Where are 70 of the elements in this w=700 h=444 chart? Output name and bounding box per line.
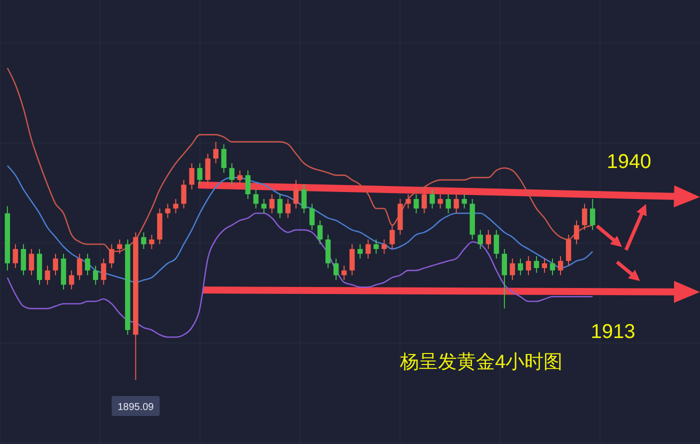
candlestick xyxy=(20,244,26,276)
candlestick xyxy=(414,194,419,214)
candlestick xyxy=(438,194,443,210)
candlestick xyxy=(350,244,355,276)
candlestick xyxy=(277,194,283,219)
candlestick xyxy=(84,253,90,276)
candlestick xyxy=(590,198,596,230)
candlestick xyxy=(325,234,331,269)
candlestick xyxy=(446,194,451,214)
candlestick xyxy=(566,234,572,266)
candlestick xyxy=(76,253,82,280)
candlestick xyxy=(574,220,580,245)
text: 1895.09 xyxy=(118,402,154,413)
candlestick xyxy=(550,258,556,276)
candlestick xyxy=(582,203,588,230)
candlestick xyxy=(526,256,532,276)
candlestick xyxy=(205,153,210,186)
candlestick xyxy=(173,198,178,214)
candlestick xyxy=(245,170,250,200)
candlestick xyxy=(341,265,347,280)
candlestick xyxy=(317,220,323,245)
annotation: 1913 xyxy=(590,321,636,343)
candlestick xyxy=(229,162,234,186)
text: 1940 xyxy=(606,151,652,173)
candlestick xyxy=(12,244,18,269)
candlestick xyxy=(141,232,146,250)
candlestick xyxy=(422,188,427,214)
candlestick xyxy=(101,258,106,286)
candlestick xyxy=(149,234,154,250)
candlestick xyxy=(382,238,387,254)
candlestick xyxy=(261,198,267,214)
candlestick xyxy=(165,203,170,219)
candlestick xyxy=(366,238,371,260)
candlestick xyxy=(406,194,411,210)
candlestick xyxy=(454,194,459,214)
candlestick xyxy=(309,203,315,230)
candlestick xyxy=(92,265,98,286)
candlestick xyxy=(301,184,307,214)
candlestick xyxy=(109,244,114,269)
candlestick xyxy=(293,179,299,210)
candlestick xyxy=(333,258,339,280)
candlestick xyxy=(269,194,275,214)
candlestick xyxy=(253,188,259,210)
candlestick xyxy=(390,224,395,250)
candlestick xyxy=(486,229,491,250)
candlestick xyxy=(510,258,516,280)
candlestick xyxy=(518,258,524,276)
candlestick xyxy=(68,270,74,290)
candlestick xyxy=(430,188,435,210)
candlestick xyxy=(181,179,186,210)
candlestick xyxy=(52,253,58,276)
candlestick xyxy=(358,244,363,260)
candlestick xyxy=(117,238,122,254)
candlestick xyxy=(28,248,34,276)
candlestick xyxy=(285,198,291,219)
candlestick xyxy=(221,144,226,174)
candlestick xyxy=(558,256,564,276)
candlestick xyxy=(542,258,548,274)
candlestick xyxy=(213,141,218,164)
candlestick xyxy=(478,229,483,250)
candlestick xyxy=(189,162,194,190)
text: 杨呈发黄金4小时图 xyxy=(399,352,563,373)
candlestick xyxy=(534,256,540,274)
candlestick xyxy=(44,265,50,286)
candlestick xyxy=(237,170,242,186)
candlestick xyxy=(374,238,379,254)
candlestick xyxy=(462,194,467,210)
candlestick xyxy=(494,229,499,260)
candlestick xyxy=(197,162,202,186)
candlestick xyxy=(502,248,508,310)
